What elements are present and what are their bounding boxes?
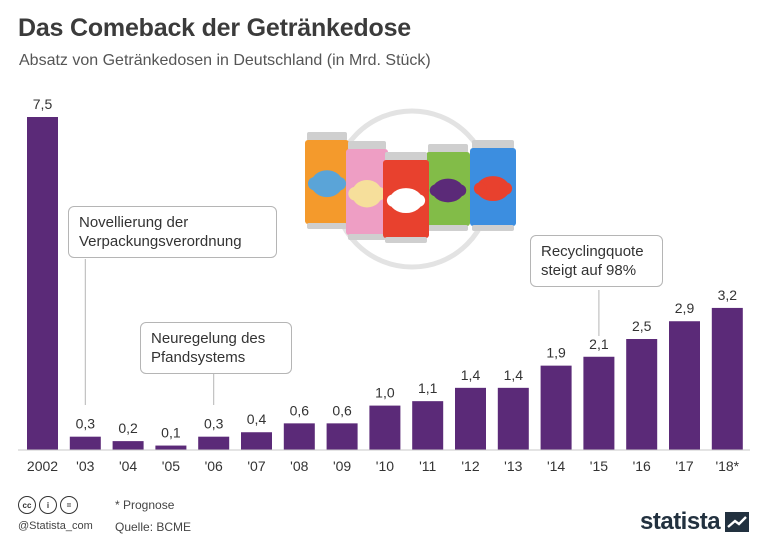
bar-'13 [497, 387, 529, 450]
license-icons: cc i = [18, 496, 78, 514]
value-label: 1,4 [461, 367, 481, 383]
x-tick-label: '12 [461, 458, 479, 474]
can-1 [346, 141, 388, 240]
statista-logo-mark-icon [725, 512, 749, 532]
x-tick-label: 2002 [27, 458, 58, 474]
value-label: 0,3 [204, 416, 224, 432]
bars-group: 7,5 2002 0,3 '03 0,2 '04 0,1 '05 0,3 '06 0,4 '07 0,6… [27, 96, 743, 474]
creative-commons-icon: cc [18, 496, 36, 514]
attribution-icon: i [39, 496, 57, 514]
bar-'05 [155, 445, 187, 450]
x-tick-label: '04 [119, 458, 137, 474]
source-note: Quelle: BCME [115, 520, 192, 534]
can-2 [383, 152, 429, 243]
x-tick-label: '08 [290, 458, 308, 474]
bar-'16 [626, 339, 658, 450]
bar-'04 [112, 441, 144, 450]
x-tick-label: '13 [504, 458, 522, 474]
x-tick-label: '03 [76, 458, 94, 474]
x-tick-label: '05 [162, 458, 180, 474]
annotation-leader-lines [84, 259, 600, 405]
value-label: 2,1 [589, 336, 609, 352]
x-tick-label: '11 [419, 458, 436, 474]
annotation-pfandsystem: Neuregelung des Pfandsystems [140, 322, 292, 374]
can-0 [305, 132, 349, 229]
bar-'06 [198, 436, 230, 450]
bar-2002 [27, 117, 58, 450]
value-label: 0,2 [118, 420, 138, 436]
value-label: 0,6 [290, 402, 310, 418]
value-label: 0,3 [76, 416, 96, 432]
bar-'11 [412, 401, 444, 450]
bar-'14 [540, 365, 572, 450]
can-3 [426, 144, 470, 231]
x-tick-label: '06 [205, 458, 223, 474]
chart-title: Das Comeback der Getränkedose [18, 14, 411, 42]
value-label: 0,4 [247, 411, 267, 427]
statista-logo: statista [640, 508, 721, 535]
value-label: 3,2 [718, 287, 738, 303]
annotation-recyclingquote: Recyclingquote steigt auf 98% [530, 235, 663, 287]
x-tick-label: '15 [590, 458, 608, 474]
x-tick-label: '14 [547, 458, 565, 474]
bar-'07 [241, 432, 272, 450]
x-tick-label: '07 [247, 458, 265, 474]
x-tick-label: '16 [633, 458, 651, 474]
bar-'17 [669, 321, 700, 450]
value-label: 0,6 [332, 402, 352, 418]
x-tick-label: '17 [675, 458, 693, 474]
bar-'18* [711, 307, 743, 450]
value-label: 2,5 [632, 318, 652, 334]
chart-subtitle: Absatz von Getränkedosen in Deutschland … [19, 52, 431, 69]
forecast-note: * Prognose [115, 498, 175, 512]
bar-'08 [283, 423, 315, 450]
value-label: 2,9 [675, 300, 695, 316]
x-tick-label: '09 [333, 458, 351, 474]
value-label: 0,1 [161, 425, 181, 441]
twitter-handle: @Statista_com [18, 520, 93, 532]
value-label: 1,4 [504, 367, 524, 383]
bar-'09 [326, 423, 358, 450]
value-label: 1,9 [546, 345, 566, 361]
bar-'10 [369, 405, 401, 450]
value-label: 1,0 [375, 385, 395, 401]
value-label: 1,1 [418, 380, 438, 396]
cans-illustration [305, 108, 516, 270]
value-label: 7,5 [33, 96, 53, 112]
bar-'15 [583, 356, 615, 450]
can-4 [470, 140, 516, 231]
bar-'12 [455, 387, 486, 450]
x-tick-label: '18* [715, 458, 739, 474]
x-tick-label: '10 [376, 458, 394, 474]
no-derivatives-icon: = [60, 496, 78, 514]
annotation-verpackungsverordnung: Novellierung der Verpackungsverordnung [68, 206, 277, 258]
bar-'03 [69, 436, 101, 450]
